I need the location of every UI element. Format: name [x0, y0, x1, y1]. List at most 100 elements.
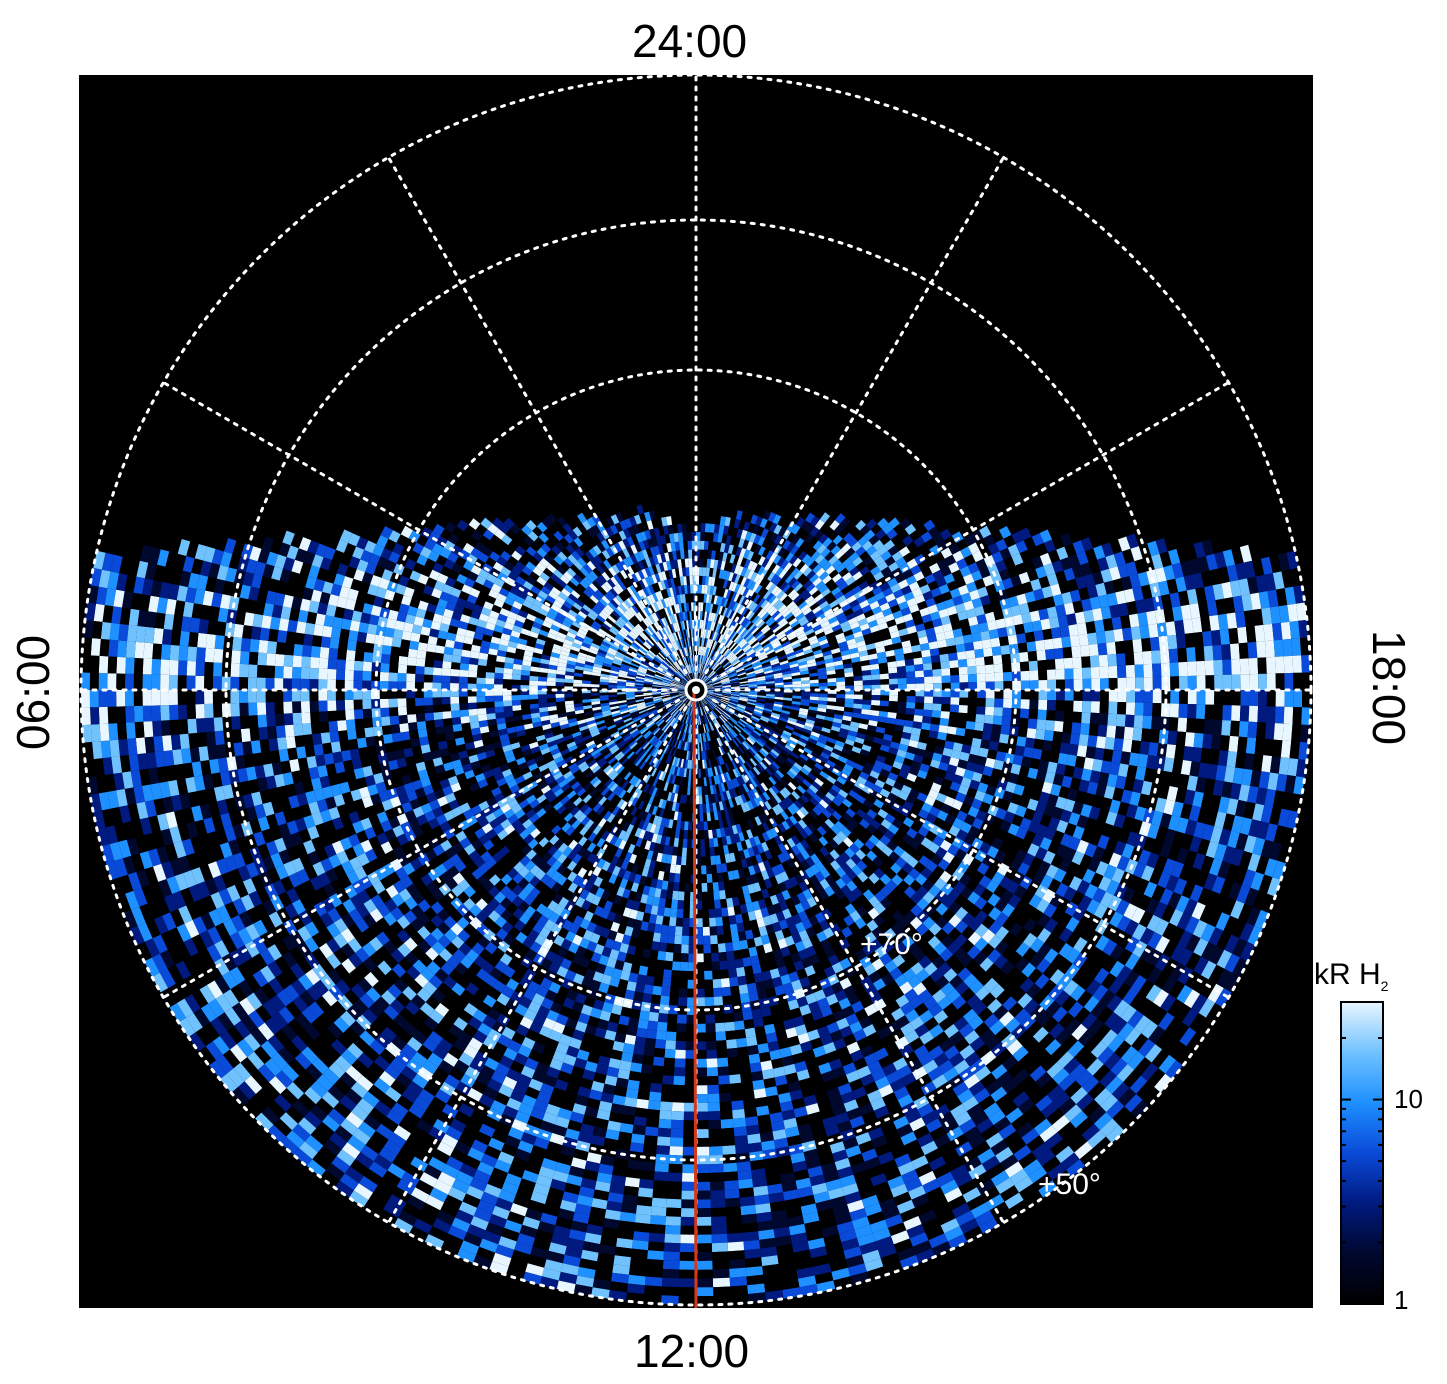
emission-cell [698, 637, 701, 647]
emission-cell [529, 680, 539, 686]
emission-cell [717, 655, 724, 663]
emission-cell [703, 666, 708, 675]
emission-cell [682, 714, 687, 723]
emission-cell [683, 647, 688, 657]
emission-cell [669, 692, 679, 695]
emission-cell [707, 713, 713, 722]
emission-cell [672, 709, 679, 717]
emission-cell [704, 723, 709, 733]
emission-cell [710, 711, 716, 720]
emission-cell [722, 661, 730, 668]
emission-cell [719, 890, 726, 900]
emission-cell [683, 540, 688, 550]
emission-cell [717, 717, 724, 725]
emission-cell [906, 677, 916, 684]
emission-cell [680, 722, 685, 732]
emission-cell [736, 704, 746, 710]
emission-cell [673, 709, 680, 718]
emission-cell [871, 679, 881, 685]
emission-cell [724, 709, 733, 716]
emission-cell [546, 677, 556, 682]
emission-cell [678, 670, 685, 678]
emission-cell [684, 647, 688, 656]
emission-cell [659, 665, 667, 671]
emission-cell [896, 660, 906, 667]
emission-cell [502, 695, 512, 701]
emission-cell [689, 724, 692, 734]
emission-cell [573, 693, 582, 697]
emission-cell [689, 575, 693, 585]
emission-cell [706, 865, 712, 875]
emission-cell [711, 640, 717, 650]
emission-cell [686, 847, 692, 857]
emission-cell [727, 704, 736, 710]
emission-cell [671, 696, 680, 701]
auroral-emission-layer [81, 504, 1311, 1305]
emission-cell [844, 698, 854, 704]
emission-cell [707, 882, 714, 892]
emission-cell [680, 865, 686, 875]
emission-cell [721, 713, 730, 720]
emission-cell [729, 698, 739, 703]
emission-cell [675, 864, 681, 874]
emission-cell [708, 722, 714, 731]
emission-cell [687, 839, 692, 849]
emission-cell [716, 668, 725, 675]
emission-cell [684, 821, 689, 831]
emission-cell [888, 701, 898, 708]
emission-cell [652, 697, 662, 700]
emission-cell [737, 702, 747, 707]
emission-cell [699, 707, 702, 716]
emission-cell [783, 684, 793, 688]
emission-cell [687, 724, 690, 734]
emission-cell [485, 695, 495, 702]
emission-cell [721, 697, 730, 701]
emission-cell [712, 662, 719, 671]
local-time-label-24: 24:00 [632, 15, 748, 67]
emission-cell [707, 669, 714, 677]
emission-cell [671, 653, 677, 661]
emission-cell [736, 705, 746, 711]
emission-cell [679, 703, 686, 711]
emission-cell [706, 723, 711, 732]
emission-cell [708, 701, 716, 709]
emission-cell [708, 639, 713, 649]
emission-cell [724, 650, 732, 658]
emission-cell [700, 655, 703, 665]
emission-cell [871, 695, 881, 701]
emission-cell [700, 664, 703, 673]
emission-cell [905, 708, 915, 715]
emission-cell [673, 882, 680, 892]
emission-cell [688, 724, 691, 734]
emission-cell [494, 706, 504, 713]
emission-cell [722, 691, 732, 693]
emission-cell [662, 677, 672, 682]
emission-cell [663, 699, 672, 704]
emission-cell [709, 639, 714, 649]
emission-cell [709, 673, 718, 680]
emission-cell [697, 637, 699, 647]
emission-cell [503, 668, 513, 675]
emission-cell [728, 674, 738, 679]
emission-cell [689, 715, 692, 725]
emission-cell [661, 683, 671, 686]
emission-cell [652, 686, 661, 688]
emission-cell [661, 682, 671, 685]
emission-cell [546, 681, 556, 686]
emission-cell [590, 692, 600, 696]
emission-cell [666, 656, 673, 665]
emission-cell [537, 694, 547, 699]
emission-cell [681, 847, 687, 857]
emission-cell [702, 637, 705, 647]
emission-cell [699, 655, 701, 664]
emission-cell [677, 649, 683, 658]
emission-cell [703, 646, 706, 656]
emission-cell [871, 674, 881, 680]
emission-cell [686, 523, 692, 533]
emission-cell [861, 704, 872, 710]
emission-cell [686, 706, 691, 715]
emission-cell [722, 693, 731, 695]
emission-cell [729, 699, 739, 704]
emission-cell [827, 693, 837, 698]
emission-cell [702, 715, 705, 725]
